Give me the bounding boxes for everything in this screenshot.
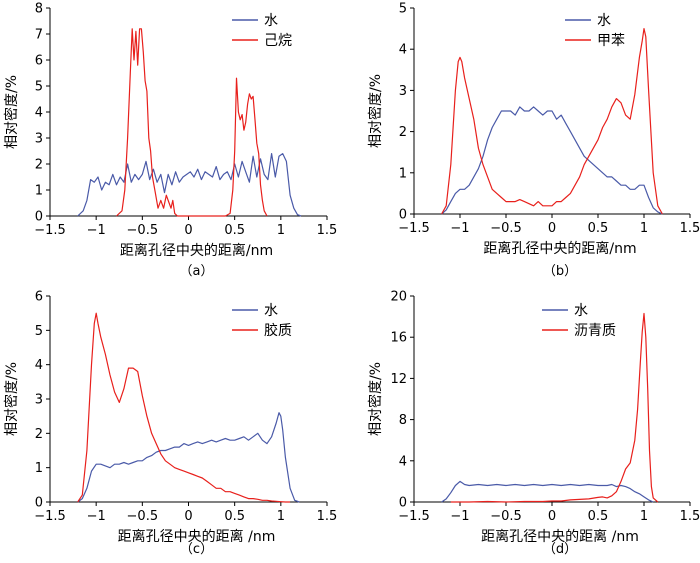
x-tick-label: 1.5 [317, 509, 338, 524]
y-tick-label: 5 [399, 2, 407, 17]
series-line-oil [450, 312, 659, 503]
legend-label: 水 [574, 303, 588, 319]
x-tick-label: −1 [87, 223, 106, 238]
legend-label: 水 [264, 303, 278, 319]
x-tick-label: −1.5 [398, 509, 430, 524]
x-tick-label: 0 [184, 509, 192, 524]
series-line-oil [116, 28, 268, 217]
y-tick-label: 2 [35, 158, 43, 173]
x-tick-label: −0.5 [490, 509, 522, 524]
x-tick-label: 1.5 [317, 223, 338, 238]
series-line-water [441, 480, 654, 503]
y-tick-label: 1 [35, 184, 43, 199]
y-tick-label: 4 [35, 106, 43, 121]
panel-caption: （a） [180, 264, 214, 279]
y-tick-label: 0 [399, 208, 407, 223]
legend-label: 水 [597, 13, 611, 29]
x-axis-label: 距离孔径中央的距离/nm [483, 240, 636, 257]
y-tick-label: 3 [35, 393, 43, 408]
legend-label: 水 [264, 13, 278, 29]
x-tick-label: 0 [184, 223, 192, 238]
y-tick-label: 8 [399, 413, 407, 428]
y-tick-label: 16 [390, 331, 407, 346]
x-tick-label: −1.5 [34, 509, 66, 524]
x-tick-label: 0 [548, 509, 556, 524]
x-tick-label: −1.5 [34, 223, 66, 238]
y-tick-label: 5 [35, 324, 43, 339]
y-tick-label: 20 [390, 290, 407, 305]
x-axis-label: 距离孔径中央的距离 /nm [481, 528, 639, 545]
x-tick-label: 0.5 [588, 509, 609, 524]
legend-label: 胶质 [264, 322, 292, 339]
y-tick-label: 4 [35, 358, 43, 373]
x-tick-label: 1 [277, 509, 285, 524]
x-tick-label: −0.5 [127, 509, 159, 524]
y-tick-label: 7 [35, 28, 43, 43]
legend-label: 己烷 [264, 33, 292, 49]
y-tick-label: 6 [35, 290, 43, 305]
x-tick-label: −1.5 [398, 221, 430, 236]
x-tick-label: 0 [548, 221, 556, 236]
x-tick-label: 0.5 [588, 221, 609, 236]
y-tick-label: 1 [35, 461, 43, 476]
x-tick-label: −1 [450, 509, 469, 524]
x-axis-label: 距离孔径中央的距离/nm [120, 242, 273, 259]
panel-caption: （c） [180, 542, 213, 557]
y-tick-label: 1 [399, 166, 407, 181]
y-tick-label: 0 [35, 210, 43, 225]
chart-panel-a: −1.5 −1 −0.5 0 0.5 1 1.5 0 1 2 3 4 5 6 7 8 水己烷距离孔径中央的距离/… [3, 2, 337, 280]
y-tick-label: 3 [399, 84, 407, 99]
chart-panel-d: −1.5 −1 −0.5 0 0.5 1 1.5 0 4 8 12 16 20 水沥青质距离孔径中央的距离… [367, 290, 700, 558]
legend-label: 甲苯 [597, 32, 625, 49]
y-axis-label: 相对密度/% [3, 75, 20, 149]
x-tick-label: −1 [450, 221, 469, 236]
legend-label: 沥青质 [574, 323, 616, 339]
x-tick-label: 1.5 [680, 221, 700, 236]
y-axis-label: 相对密度/% [367, 74, 384, 148]
y-axis-label: 相对密度/% [3, 362, 20, 436]
y-tick-label: 8 [35, 2, 43, 17]
y-tick-label: 4 [399, 454, 407, 469]
series-line-water [77, 153, 302, 217]
x-tick-label: 1 [640, 221, 648, 236]
x-tick-label: 0.5 [224, 223, 245, 238]
y-tick-label: 2 [399, 125, 407, 140]
y-tick-label: 0 [35, 496, 43, 511]
series-line-water [441, 106, 663, 215]
series-line-oil [441, 28, 663, 215]
x-tick-label: −1 [87, 509, 106, 524]
y-tick-label: 6 [35, 54, 43, 69]
x-tick-label: −0.5 [490, 221, 522, 236]
x-tick-label: 1 [640, 509, 648, 524]
series-line-water [77, 412, 300, 503]
panel-caption: （b） [543, 264, 577, 279]
y-axis-label: 相对密度/% [367, 362, 384, 436]
y-tick-label: 12 [390, 372, 407, 387]
x-tick-label: 1.5 [680, 509, 700, 524]
x-axis-label: 距离孔径中央的距离 /nm [118, 528, 276, 545]
y-tick-label: 2 [35, 427, 43, 442]
series-line-oil [77, 312, 291, 503]
y-tick-label: 4 [399, 43, 407, 58]
panel-caption: （d） [543, 542, 577, 557]
y-tick-label: 5 [35, 80, 43, 95]
x-tick-label: 0.5 [224, 509, 245, 524]
y-tick-label: 0 [399, 496, 407, 511]
x-tick-label: −0.5 [127, 223, 159, 238]
y-tick-label: 3 [35, 132, 43, 147]
x-tick-label: 1 [277, 223, 285, 238]
